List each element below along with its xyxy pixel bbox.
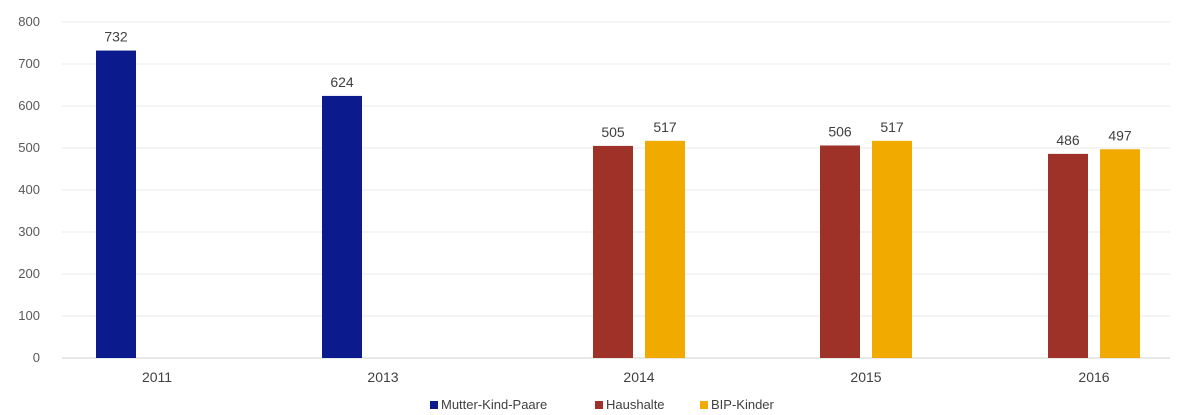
- data-label: 517: [653, 119, 677, 135]
- y-tick-label: 100: [18, 308, 40, 323]
- y-tick-label: 600: [18, 98, 40, 113]
- legend-item: BIP-Kinder: [700, 397, 775, 412]
- legend-label: Mutter-Kind-Paare: [441, 397, 547, 412]
- y-tick-label: 400: [18, 182, 40, 197]
- x-axis: 2011 2013 2014 2015 2016: [142, 369, 1110, 385]
- legend-swatch: [700, 401, 708, 409]
- legend-swatch: [595, 401, 603, 409]
- data-label: 517: [880, 119, 904, 135]
- bar-haushalte-2014: [593, 145, 633, 358]
- data-labels: 732 624 505 517 506 517 486 497: [104, 29, 1132, 148]
- bar-bip-kinder-2014: [645, 140, 685, 358]
- x-tick-label: 2011: [142, 369, 172, 385]
- x-tick-label: 2016: [1078, 369, 1109, 385]
- bar-bip-kinder-2015: [872, 140, 912, 358]
- y-tick-label: 200: [18, 266, 40, 281]
- bar-mutter-kind-paare-2013: [322, 95, 362, 359]
- legend: Mutter-Kind-Paare Haushalte BIP-Kinder: [430, 397, 775, 412]
- data-label: 506: [828, 123, 852, 139]
- legend-label: BIP-Kinder: [711, 397, 775, 412]
- bar-haushalte-2016: [1048, 153, 1088, 358]
- bar-mutter-kind-paare-2011: [96, 50, 136, 359]
- y-tick-label: 700: [18, 56, 40, 71]
- legend-item: Haushalte: [595, 397, 665, 412]
- data-label: 497: [1108, 127, 1132, 143]
- legend-item: Mutter-Kind-Paare: [430, 397, 547, 412]
- x-tick-label: 2013: [367, 369, 398, 385]
- data-label: 505: [601, 124, 625, 140]
- y-tick-label: 300: [18, 224, 40, 239]
- y-axis: 0 100 200 300 400 500 600 700 800: [18, 14, 40, 365]
- legend-swatch: [430, 401, 438, 409]
- data-label: 486: [1056, 132, 1080, 148]
- bar-bip-kinder-2016: [1100, 149, 1140, 358]
- data-label: 624: [330, 74, 354, 90]
- data-label: 732: [104, 29, 128, 45]
- bar-haushalte-2015: [820, 145, 860, 358]
- bars: [96, 50, 1140, 359]
- y-tick-label: 800: [18, 14, 40, 29]
- x-tick-label: 2015: [850, 369, 881, 385]
- y-tick-label: 0: [33, 350, 40, 365]
- x-tick-label: 2014: [623, 369, 654, 385]
- legend-label: Haushalte: [606, 397, 665, 412]
- y-tick-label: 500: [18, 140, 40, 155]
